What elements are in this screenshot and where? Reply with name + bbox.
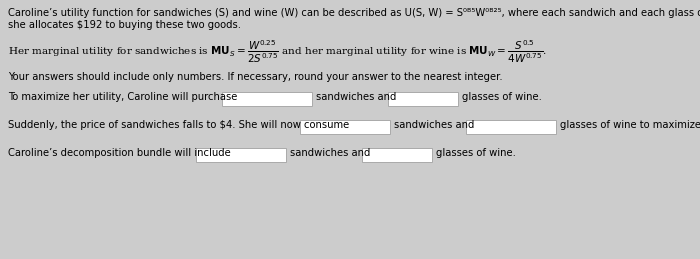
Text: Her marginal utility for sandwiches is $\mathbf{MU}_S = \dfrac{W^{0.25}}{2S^{0.7: Her marginal utility for sandwiches is $… bbox=[8, 38, 547, 65]
Text: she allocates $192 to buying these two goods.: she allocates $192 to buying these two g… bbox=[8, 20, 241, 30]
Text: sandwiches and: sandwiches and bbox=[290, 148, 370, 158]
Text: sandwiches and: sandwiches and bbox=[316, 92, 396, 102]
Text: glasses of wine to maximize her utility.: glasses of wine to maximize her utility. bbox=[560, 120, 700, 130]
Text: sandwiches and: sandwiches and bbox=[394, 120, 475, 130]
Text: To maximize her utility, Caroline will purchase: To maximize her utility, Caroline will p… bbox=[8, 92, 237, 102]
Text: Your answers should include only numbers. If necessary, round your answer to the: Your answers should include only numbers… bbox=[8, 72, 503, 82]
Text: glasses of wine.: glasses of wine. bbox=[462, 92, 542, 102]
FancyBboxPatch shape bbox=[388, 92, 458, 106]
Text: Suddenly, the price of sandwiches falls to $4. She will now consume: Suddenly, the price of sandwiches falls … bbox=[8, 120, 349, 130]
FancyBboxPatch shape bbox=[300, 120, 390, 134]
Text: glasses of wine.: glasses of wine. bbox=[436, 148, 516, 158]
FancyBboxPatch shape bbox=[222, 92, 312, 106]
FancyBboxPatch shape bbox=[362, 148, 432, 162]
FancyBboxPatch shape bbox=[196, 148, 286, 162]
Text: Caroline’s decomposition bundle will include: Caroline’s decomposition bundle will inc… bbox=[8, 148, 231, 158]
Text: Caroline’s utility function for sandwiches (S) and wine (W) can be described as : Caroline’s utility function for sandwich… bbox=[8, 8, 700, 18]
FancyBboxPatch shape bbox=[466, 120, 556, 134]
